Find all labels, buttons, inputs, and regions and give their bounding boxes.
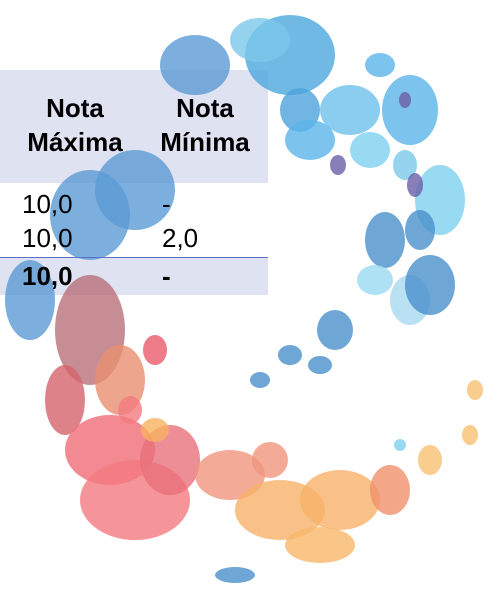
- dot: [467, 380, 483, 400]
- dot: [308, 356, 332, 374]
- header-cell: Nota Mínima: [160, 93, 250, 157]
- dot: [330, 155, 346, 175]
- dot: [45, 365, 85, 435]
- dot: [215, 567, 255, 583]
- dot: [300, 470, 380, 530]
- cell: -: [162, 189, 171, 219]
- dot: [382, 75, 438, 145]
- dot: [350, 132, 390, 168]
- dot: [357, 265, 393, 295]
- dot: [405, 210, 435, 250]
- dot: [393, 150, 417, 180]
- dot: [285, 527, 355, 563]
- dot: [285, 120, 335, 160]
- dot: [317, 310, 353, 350]
- dot: [118, 396, 142, 424]
- dot: [399, 92, 411, 108]
- dot: [365, 53, 395, 77]
- total-cell: 10,0: [22, 261, 73, 291]
- dot: [250, 372, 270, 388]
- dot: [365, 212, 405, 268]
- dot: [195, 450, 265, 500]
- cell: 2,0: [162, 223, 199, 253]
- cell: 10,0: [22, 223, 73, 253]
- dot: [252, 442, 288, 478]
- dot: [407, 173, 423, 197]
- separator: [0, 257, 268, 258]
- dot: [462, 425, 478, 445]
- dot: [160, 35, 230, 95]
- dot: [95, 150, 175, 230]
- dot: [140, 425, 200, 495]
- header-cell: Nota Máxima: [27, 93, 123, 157]
- total-cell: -: [162, 261, 171, 291]
- dot: [143, 335, 167, 365]
- dot: [418, 445, 442, 475]
- dot: [141, 418, 169, 442]
- cell: 10,0: [22, 189, 73, 219]
- dot: [405, 255, 455, 315]
- dot: [278, 345, 302, 365]
- dot: [370, 465, 410, 515]
- dot: [5, 260, 55, 340]
- dot: [394, 439, 406, 451]
- dot: [320, 85, 380, 135]
- dot: [230, 18, 290, 62]
